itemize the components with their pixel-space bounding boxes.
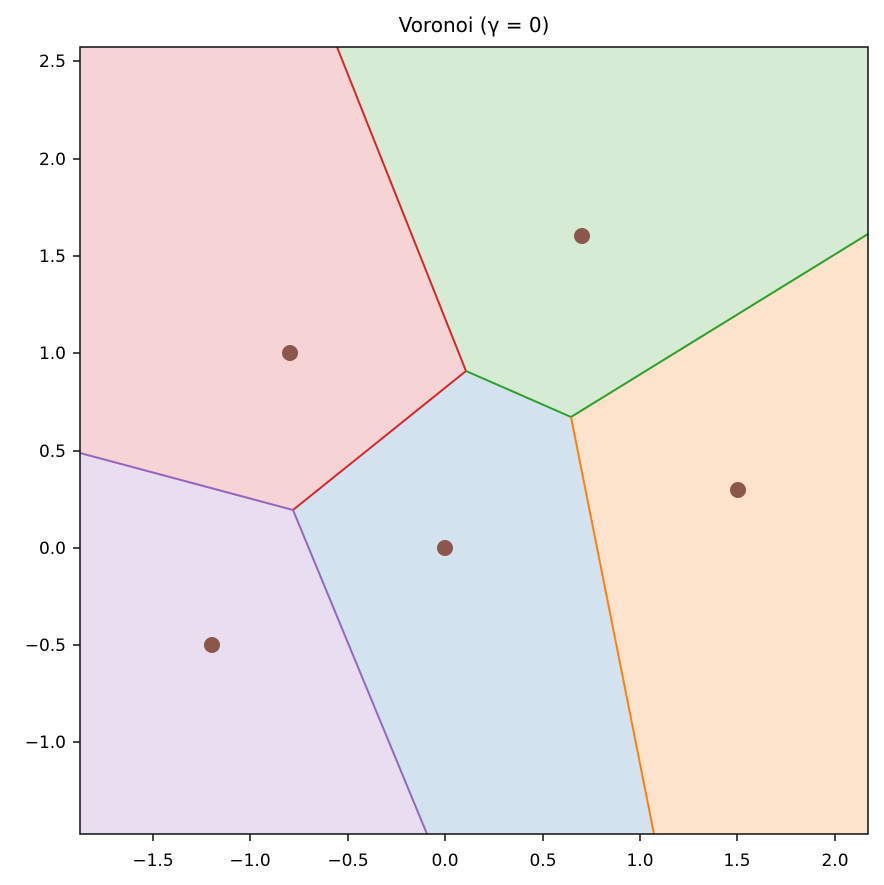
y-tick-label: 1.5	[39, 247, 66, 267]
y-tick-label: 1.0	[39, 344, 66, 364]
x-tick-label: 0.0	[431, 851, 458, 871]
x-tick-label: 2.0	[821, 851, 848, 871]
edge-purple	[79, 452, 294, 511]
axes-frame	[79, 46, 869, 835]
y-tick-label: 2.0	[39, 150, 66, 170]
y-tick-label: 0.5	[39, 442, 66, 462]
y-tick-labels: 2.5 2.0 1.5 1.0 0.5 0.0 −0.5 −1.0	[25, 52, 66, 753]
chart-title: Voronoi (γ = 0)	[399, 13, 550, 37]
site-point	[282, 345, 298, 361]
edge-red	[336, 46, 467, 372]
edge-purple	[292, 509, 428, 835]
site-point	[204, 637, 220, 653]
y-tick-label: −1.0	[25, 733, 66, 753]
x-tick-label: −0.5	[327, 851, 368, 871]
y-tick-label: 0.0	[39, 539, 66, 559]
edge-green	[570, 233, 869, 418]
y-axis	[73, 60, 80, 743]
x-tick-label: 1.5	[723, 851, 750, 871]
region-green	[337, 47, 868, 417]
region-purple	[80, 453, 427, 834]
site-point	[574, 228, 590, 244]
x-tick-label: 0.5	[529, 851, 556, 871]
site-point	[730, 482, 746, 498]
edge-green	[465, 370, 572, 418]
x-tick-labels: −1.5 −1.0 −0.5 0.0 0.5 1.0 1.5 2.0	[132, 851, 848, 871]
y-tick-label: 2.5	[39, 52, 66, 72]
x-tick-label: 1.0	[626, 851, 653, 871]
x-axis	[152, 834, 836, 841]
x-tick-label: −1.5	[132, 851, 173, 871]
edge-orange	[570, 416, 655, 835]
site-point	[437, 540, 453, 556]
region-blue	[293, 371, 654, 834]
region-orange	[571, 234, 868, 834]
x-tick-label: −1.0	[229, 851, 270, 871]
edge-red	[292, 370, 467, 511]
region-red	[80, 47, 466, 510]
y-tick-label: −0.5	[25, 636, 66, 656]
